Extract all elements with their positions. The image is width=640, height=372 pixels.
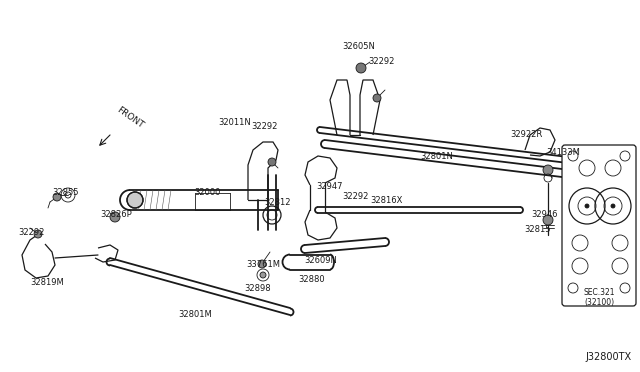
Text: 32812: 32812 <box>264 198 291 207</box>
Circle shape <box>110 212 120 222</box>
Text: 32815: 32815 <box>524 225 550 234</box>
Text: J32800TX: J32800TX <box>586 352 632 362</box>
FancyBboxPatch shape <box>562 145 636 306</box>
Circle shape <box>373 94 381 102</box>
Text: 32605N: 32605N <box>342 42 375 51</box>
Circle shape <box>611 204 615 208</box>
Circle shape <box>53 193 61 201</box>
Text: 32292: 32292 <box>342 192 369 201</box>
Circle shape <box>543 215 553 225</box>
Text: 32292: 32292 <box>18 228 44 237</box>
Text: 32292: 32292 <box>368 57 394 66</box>
Text: 32880: 32880 <box>298 275 324 284</box>
Text: FRONT: FRONT <box>115 105 145 130</box>
Circle shape <box>127 192 143 208</box>
Circle shape <box>268 158 276 166</box>
Text: 32819M: 32819M <box>30 278 64 287</box>
Text: 32609N: 32609N <box>304 256 337 265</box>
Circle shape <box>585 204 589 208</box>
Text: 32898: 32898 <box>244 284 271 293</box>
Circle shape <box>356 63 366 73</box>
Text: 32801N: 32801N <box>420 152 453 161</box>
Text: 32947: 32947 <box>316 182 342 191</box>
Text: 32292: 32292 <box>251 122 277 131</box>
Circle shape <box>258 260 266 268</box>
Circle shape <box>543 165 553 175</box>
Text: 32801M: 32801M <box>178 310 212 319</box>
Circle shape <box>34 230 42 238</box>
Circle shape <box>260 272 266 278</box>
Text: 32946: 32946 <box>531 210 557 219</box>
Text: 32816X: 32816X <box>370 196 403 205</box>
Text: 32000: 32000 <box>194 188 220 197</box>
Text: 32011N: 32011N <box>218 118 251 127</box>
Text: 32826P: 32826P <box>100 210 132 219</box>
Text: 33761M: 33761M <box>246 260 280 269</box>
Text: 34133M: 34133M <box>546 148 580 157</box>
Text: SEC.321
(32100): SEC.321 (32100) <box>583 288 615 307</box>
Text: 32922R: 32922R <box>510 130 542 139</box>
Text: 32855: 32855 <box>52 188 79 197</box>
